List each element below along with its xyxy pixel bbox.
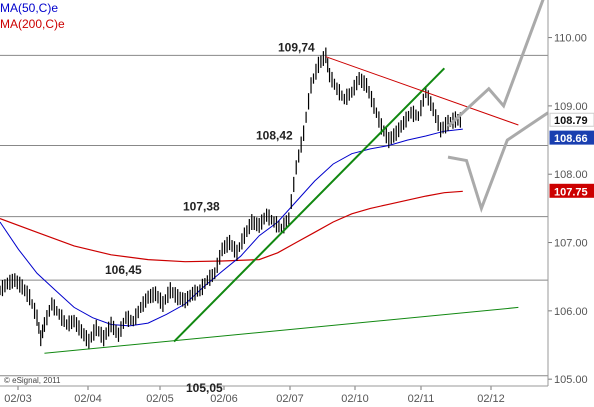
ma50-series: [0, 128, 463, 327]
y-tick-label-2: 107.00: [554, 238, 588, 250]
y-tick-label-3: 108.00: [554, 169, 588, 181]
price-tags: 108.79 108.66 107.75: [549, 112, 594, 198]
level-label-0: 109,74: [278, 40, 315, 54]
y-tick-label-1: 106.00: [554, 306, 588, 318]
level-label-2: 107,38: [183, 200, 220, 214]
price-tag-box-1: [549, 130, 594, 145]
credit-label: © eSignal, 2011: [4, 376, 61, 385]
projection-upper: [446, 0, 545, 128]
x-tick-label-4: 02/07: [276, 393, 304, 405]
level-label-4: 105,05: [186, 381, 223, 395]
trendlines: [44, 56, 519, 354]
price-tag-label-2: 107.75: [554, 186, 588, 198]
y-tick-label-4: 109.00: [554, 101, 588, 113]
trendline-resistance-upper: [325, 56, 519, 126]
x-tick-label-0: 02/03: [4, 393, 32, 405]
price-tag-label-0: 108.79: [554, 115, 588, 127]
ma200-line: [0, 190, 463, 263]
x-tick-label-7: 02/12: [477, 393, 505, 405]
trendline-support-steep: [173, 67, 446, 343]
projection-lower: [447, 111, 549, 213]
x-tick-label-6: 02/11: [408, 393, 435, 405]
level-label-1: 108,42: [256, 129, 293, 143]
x-tick-label-3: 02/06: [210, 393, 238, 405]
trendline-support-long: [44, 306, 519, 354]
legend: MA(50,C)e MA(200,C)e: [0, 1, 65, 31]
price-tag-label-1: 108.66: [554, 133, 588, 145]
x-tick-label-1: 02/04: [74, 393, 102, 405]
x-tick-label-2: 02/05: [146, 393, 174, 405]
level-labels: 109,74 108,42 107,38 106,45 105,05: [105, 40, 315, 394]
legend-entry-0: MA(50,C)e: [0, 1, 58, 15]
grid: [17, 37, 552, 390]
projection-arrows: [446, 0, 549, 213]
ma200-series: [0, 190, 463, 263]
ma50-line: [0, 128, 463, 327]
x-tick-label-5: 02/10: [341, 393, 369, 405]
legend-entry-1: MA(200,C)e: [0, 17, 65, 31]
price-tag-box-2: [549, 183, 594, 198]
y-tick-label-0: 105.00: [554, 374, 588, 386]
y-tick-label-5: 110.00: [554, 33, 587, 45]
price-tag-box-0: [549, 112, 594, 127]
level-label-3: 106,45: [105, 263, 142, 277]
